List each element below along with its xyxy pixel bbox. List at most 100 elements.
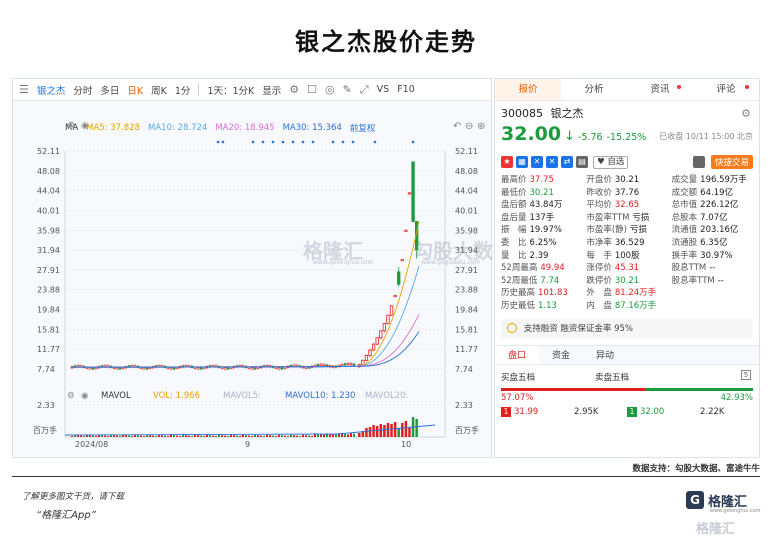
mavol10-line [64,424,436,436]
stats-row: 委 比 6.25% 市净率 36.529 流通股 6.35亿 [501,237,753,250]
stats-row: 最高价 37.75 开盘价 30.21 成交量 196.59万手 [501,174,753,187]
f10-button[interactable]: F10 [397,84,415,95]
tab-quote[interactable]: 报价 [495,79,561,100]
event-dot [341,140,345,144]
volume-bar [215,436,217,437]
ma-line-ma5 [70,221,420,368]
volume-bar [314,433,316,437]
shuffle-icon[interactable]: ✕ [531,156,543,168]
fullscreen-icon[interactable]: ⤢ [359,82,369,96]
five-levels-icon[interactable]: 5 [741,369,751,380]
camera-icon[interactable]: ◎ [325,83,335,96]
candle [280,367,284,370]
alert-icon[interactable] [692,156,705,168]
tab-multiday[interactable]: 多日 [100,85,120,97]
volume-bar [278,434,280,437]
stats-row: 振 幅 19.97% 市盈率(静) 亏损 流通值 203.16亿 [501,224,753,237]
volume-bar [212,435,214,437]
sell-level-volume: 2.22K [700,406,725,417]
stock-code-line: 300085 银之杰 [501,105,753,121]
vs-button[interactable]: VS [376,84,390,95]
event-dot [291,140,295,144]
stat-cell: 量 比 2.39 [501,250,586,263]
volume-bar [188,435,190,437]
tab-analysis[interactable]: 分析 [584,84,604,95]
zoom-out-icon[interactable]: ⊖ [465,121,474,132]
price-chart[interactable]: 52.11 52.11 48.08 48.08 44.04 44.04 40.01 40.01… [13,79,491,457]
add-favorite-button[interactable]: ♥ 自选 [593,155,629,169]
volume-bar [257,435,259,437]
draw-icon[interactable]: ✎ [342,83,352,96]
mavol-label[interactable]: MAVOL [101,391,131,401]
stat-label: 历史最高 [501,288,536,299]
candle [400,259,404,262]
ma-eye-icon[interactable]: ◉ [81,121,89,131]
ma-settings-icon[interactable]: ⚙ [67,121,76,131]
volume-bar [236,435,238,437]
subtab-fund[interactable]: 资金 [551,350,570,361]
toolbar-divider [198,83,200,96]
price-tick-right: 7.74 [455,365,473,374]
volume-bar [179,436,181,437]
stat-label: 市盈率(静) [586,225,627,236]
tab-intraday[interactable]: 分时 [73,85,93,97]
candle [411,161,415,222]
vol-settings-icon[interactable]: ⚙ [67,391,75,401]
fast-trade-button[interactable]: 快捷交易 [710,155,753,169]
stat-cell: 外 盘 81.24万手 [586,287,671,300]
checkbox-icon[interactable]: ☐ [307,83,318,96]
settings-icon[interactable]: ⚙ [289,83,300,96]
stat-label: 换手率 [671,250,698,261]
bank-icon[interactable]: ▤ [576,156,588,168]
display-dropdown[interactable]: 显示 [262,85,282,97]
event-dot [351,140,355,144]
stat-value: 7.74 [540,275,560,286]
price-tick-right: 44.04 [455,187,478,196]
tab-weekly-k[interactable]: 周K [151,85,167,97]
stat-label: 委 比 [501,237,527,248]
stat-cell: 市净率 36.529 [586,237,671,250]
stat-cell: 最高价 37.75 [501,174,586,187]
volume-bar [311,436,313,437]
stat-label: 内 盘 [586,300,612,311]
toolbar-stock-name[interactable]: 银之杰 [36,85,66,97]
volume-bar [191,436,193,437]
tab-news[interactable]: 资讯 [627,79,693,100]
event-dot [261,140,265,144]
stat-label: 流通值 [671,225,698,236]
undo-icon[interactable]: ↶ [453,121,462,132]
tab-1min[interactable]: 1分 [174,85,191,97]
stat-value: 7.07亿 [700,212,728,223]
volume-bar [375,426,379,437]
volume-bar [164,435,166,437]
ma-label[interactable]: MA [65,123,79,133]
adjust-toggle[interactable]: 前复权 [349,124,376,134]
buy-level-index: 1 [501,406,511,417]
zoom-in-icon[interactable]: ⊕ [477,121,486,132]
subtab-orderbook[interactable]: 盘口 [495,345,539,364]
candle [76,364,80,368]
tab-1day-1min-k[interactable]: 1天：1分K [207,85,255,97]
volume-bar [361,431,365,437]
candle [274,366,278,369]
split-icon[interactable]: ✕ [546,156,558,168]
stat-label: 盘后量 [501,212,527,223]
stat-label: 总市值 [671,200,698,211]
volume-bar [404,421,408,437]
quote-settings-icon[interactable]: ⚙ [741,107,751,120]
volume-bar [128,435,130,437]
chart-type-icon[interactable]: ▦ [516,156,528,168]
tab-comments[interactable]: 评论 [693,79,759,100]
list-icon[interactable]: ☰ [19,83,29,96]
page-title: 银之杰股价走势 [295,28,477,56]
vol-eye-icon[interactable]: ◉ [81,391,89,401]
tab-daily-k[interactable]: 日K [127,85,144,97]
arrows-icon[interactable]: ⇄ [561,156,573,168]
event-dot [301,140,305,144]
stat-label: 市净率 [586,237,612,248]
volume-bar [383,425,386,437]
subtab-movement[interactable]: 异动 [595,350,614,361]
stats-row: 盘后额 43.84万 平均价 32.65 总市值 226.12亿 [501,199,753,212]
stat-label: 最低价 [501,187,527,198]
volume-bar [415,419,418,437]
